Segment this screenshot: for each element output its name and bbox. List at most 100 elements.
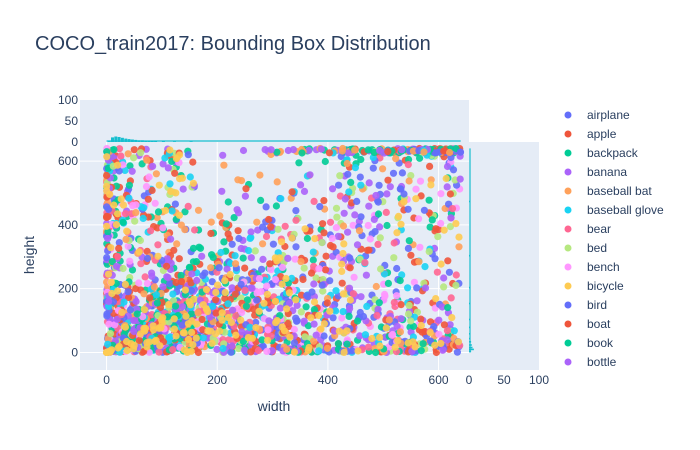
- scatter-point: [184, 320, 192, 328]
- legend-label: bear: [587, 222, 611, 236]
- scatter-point: [370, 215, 378, 223]
- scatter-point: [172, 155, 181, 163]
- scatter-point: [374, 198, 382, 206]
- scatter-point: [340, 209, 348, 217]
- scatter-point: [338, 279, 346, 287]
- scatter-point: [192, 258, 201, 266]
- scatter-point: [261, 146, 269, 154]
- scatter-point: [217, 248, 225, 257]
- scatter-point: [273, 178, 281, 186]
- scatter-point: [234, 227, 242, 235]
- scatter-point: [353, 241, 362, 249]
- scatter-point: [338, 260, 346, 268]
- scatter-point: [180, 346, 188, 354]
- scatter-point: [209, 302, 217, 310]
- scatter-point: [189, 341, 197, 349]
- scatter-point: [254, 346, 263, 355]
- scatter-point: [333, 213, 341, 221]
- scatter-point: [165, 334, 173, 342]
- scatter-point: [121, 280, 129, 288]
- scatter-point: [407, 172, 415, 180]
- scatter-point: [433, 268, 441, 276]
- scatter-point: [121, 166, 129, 174]
- scatter-point: [332, 224, 340, 232]
- scatter-point: [130, 327, 138, 335]
- scatter-point: [284, 319, 292, 327]
- scatter-point: [326, 218, 335, 226]
- scatter-point: [241, 192, 249, 200]
- scatter-point: [173, 240, 181, 248]
- scatter-point: [305, 146, 313, 155]
- scatter-point: [442, 174, 450, 183]
- y-tick-label: 200: [58, 282, 78, 296]
- scatter-point: [306, 171, 314, 179]
- scatter-point: [125, 194, 133, 202]
- scatter-point: [204, 308, 212, 316]
- scatter-point: [286, 333, 294, 341]
- scatter-point: [295, 159, 303, 167]
- scatter-point: [409, 147, 417, 155]
- scatter-point: [242, 185, 250, 193]
- scatter-point: [326, 307, 334, 315]
- scatter-point: [142, 183, 151, 191]
- scatter-point: [356, 173, 364, 181]
- scatter-point: [310, 197, 318, 205]
- marginal-right-bar: [469, 348, 474, 351]
- scatter-point: [165, 301, 173, 309]
- scatter-point: [300, 317, 308, 325]
- scatter-point: [220, 238, 228, 246]
- scatter-point: [292, 216, 300, 224]
- scatter-point: [285, 289, 293, 297]
- scatter-point: [443, 162, 452, 171]
- scatter-point: [398, 169, 406, 177]
- scatter-point: [393, 264, 401, 273]
- scatter-point: [310, 298, 319, 306]
- scatter-point: [151, 337, 159, 346]
- scatter-point: [124, 288, 132, 296]
- scatter-point: [420, 148, 428, 156]
- scatter-point: [140, 290, 148, 298]
- scatter-point: [361, 259, 369, 267]
- scatter-point: [386, 183, 394, 191]
- scatter-point: [193, 320, 201, 328]
- scatter-point: [150, 283, 158, 291]
- scatter-point: [266, 265, 274, 273]
- scatter-point: [180, 329, 188, 337]
- scatter-point: [158, 319, 166, 327]
- scatter-point: [376, 146, 384, 155]
- scatter-point: [202, 286, 211, 294]
- scatter-point: [208, 278, 216, 286]
- scatter-point: [339, 249, 347, 258]
- scatter-point: [415, 258, 423, 266]
- scatter-point: [235, 209, 243, 217]
- scatter-point: [258, 265, 266, 273]
- scatter-point: [117, 195, 125, 203]
- scatter-point: [222, 220, 230, 228]
- scatter-point: [263, 290, 271, 298]
- scatter-point: [189, 244, 198, 252]
- y-axis-tick-labels: 0 200 400 600: [58, 154, 78, 359]
- scatter-point: [246, 323, 254, 331]
- scatter-point: [426, 162, 434, 170]
- scatter-point: [315, 311, 323, 320]
- scatter-point: [439, 346, 447, 354]
- scatter-point: [145, 338, 153, 346]
- scatter-point: [231, 290, 239, 298]
- scatter-point: [304, 346, 312, 354]
- scatter-point: [293, 301, 301, 309]
- scatter-point: [382, 324, 390, 332]
- scatter-point: [188, 328, 196, 336]
- scatter-point: [103, 310, 111, 318]
- scatter-point: [374, 210, 383, 218]
- scatter-point: [228, 284, 236, 292]
- scatter-point: [298, 149, 306, 157]
- scatter-point: [310, 337, 318, 345]
- scatter-point: [130, 154, 138, 162]
- scatter-point: [405, 177, 413, 185]
- legend-label: boat: [587, 317, 611, 331]
- scatter-point: [120, 298, 128, 306]
- scatter-point: [145, 173, 153, 181]
- scatter-point: [141, 306, 149, 314]
- scatter-point: [364, 343, 372, 351]
